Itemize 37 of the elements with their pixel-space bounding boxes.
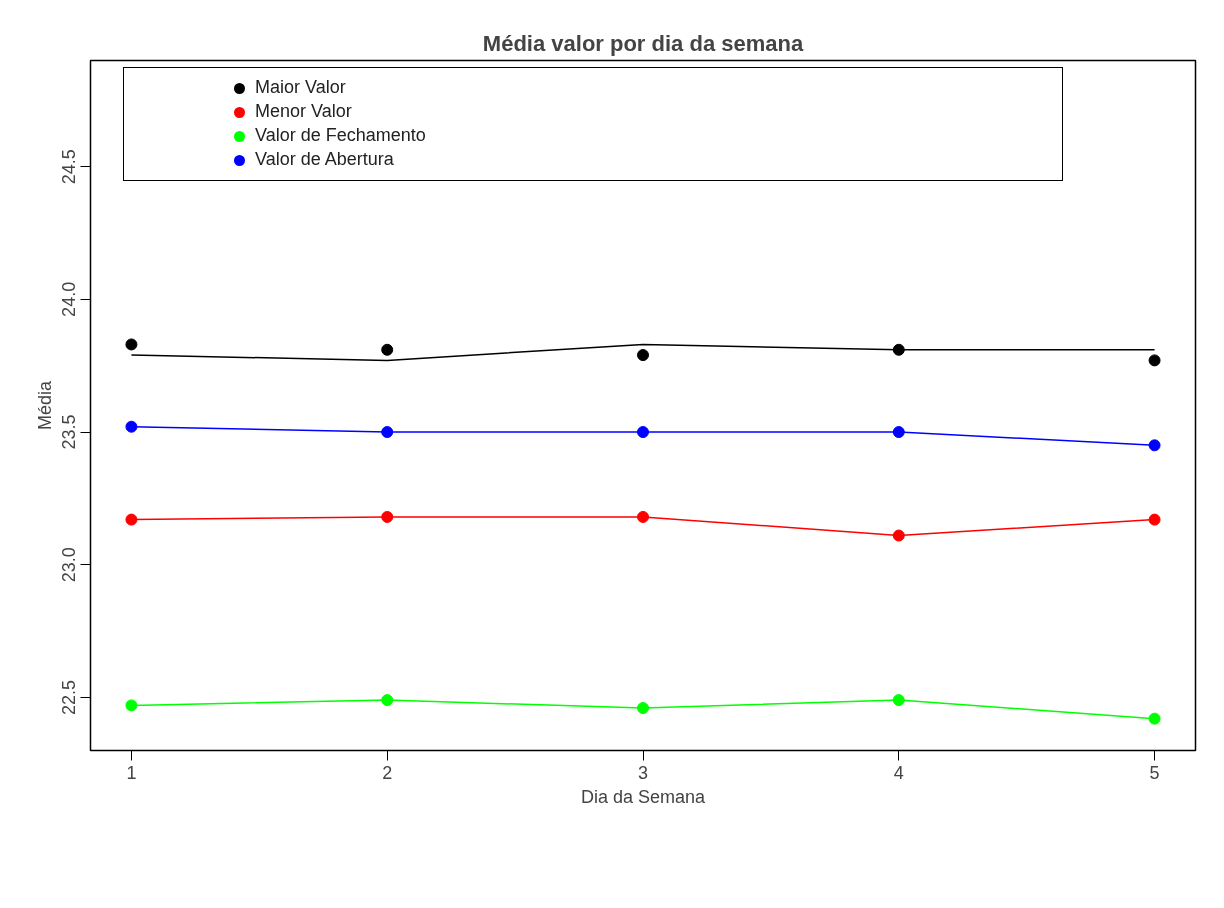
point	[1148, 439, 1161, 452]
point	[637, 510, 649, 523]
point	[381, 510, 394, 523]
point	[381, 426, 394, 439]
x-tick-label: 4	[893, 762, 904, 783]
point	[125, 513, 138, 526]
point	[125, 699, 138, 712]
point	[1148, 712, 1161, 725]
line-series	[130, 343, 1156, 362]
x-tick-label: 1	[126, 762, 137, 783]
x-tick-label: 2	[382, 762, 393, 783]
point	[637, 349, 649, 362]
point	[125, 420, 138, 433]
point	[1148, 513, 1161, 526]
chart-title: Média valor por dia da semana	[482, 30, 804, 56]
y-tick-label: 24.0	[59, 281, 80, 317]
point	[637, 426, 649, 439]
point	[892, 426, 905, 439]
point	[1148, 354, 1161, 367]
legend-label: Menor Valor	[255, 100, 352, 124]
point	[381, 343, 394, 356]
y-tick-label: 24.5	[59, 149, 80, 185]
point	[892, 694, 905, 707]
point	[381, 694, 394, 707]
point	[892, 529, 905, 542]
y-tick-label: 23.0	[59, 547, 80, 583]
y-tick-label: 22.5	[59, 679, 80, 715]
x-tick-label: 5	[1149, 762, 1160, 783]
point	[125, 338, 138, 351]
legend-label: Valor de Fechamento	[255, 124, 426, 148]
legend-label: Maior Valor	[255, 76, 346, 100]
y-tick-label: 23.5	[59, 414, 80, 450]
y-axis-title: Média	[34, 380, 55, 431]
x-axis-title: Dia da Semana	[580, 786, 707, 807]
point	[637, 702, 649, 715]
legend-label: Valor de Abertura	[255, 148, 394, 172]
x-tick-label: 3	[637, 762, 649, 783]
